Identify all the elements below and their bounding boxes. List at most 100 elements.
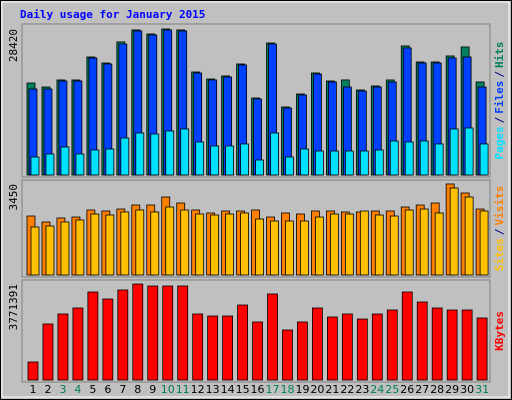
x-tick-label: 2 <box>44 383 51 396</box>
x-tick-label: 4 <box>74 383 81 396</box>
x-tick-label: 7 <box>119 383 126 396</box>
x-tick-label: 19 <box>295 383 309 396</box>
chart-title: Daily usage for January 2015 <box>20 8 205 21</box>
x-tick-label: 11 <box>176 383 190 396</box>
legend-entry: Pages <box>493 126 506 159</box>
bar <box>297 321 308 381</box>
bar <box>177 285 189 381</box>
x-tick-label: 6 <box>104 383 111 396</box>
legend-entry: Hits <box>493 42 506 69</box>
x-tick-label: 13 <box>206 383 220 396</box>
bar <box>341 313 353 381</box>
bar <box>192 313 204 381</box>
bar <box>45 153 55 176</box>
bar <box>389 215 399 276</box>
x-tick-label: 8 <box>134 383 141 396</box>
x-tick-label: 21 <box>325 383 339 396</box>
bar <box>75 153 85 176</box>
bar <box>87 291 99 381</box>
bar <box>30 226 40 276</box>
x-tick-label: 27 <box>415 383 429 396</box>
bar <box>135 209 145 276</box>
x-tick-label: 18 <box>280 383 294 396</box>
bar <box>102 298 114 381</box>
bar <box>270 132 279 176</box>
bar <box>45 225 55 276</box>
bar <box>312 307 323 381</box>
bar <box>479 210 489 276</box>
bar <box>225 145 235 176</box>
bar <box>180 209 190 276</box>
x-tick-label: 12 <box>191 383 205 396</box>
x-tick-label: 16 <box>251 383 265 396</box>
bar <box>401 291 413 381</box>
bar <box>207 315 219 381</box>
legend: Sites / Visits <box>493 186 506 272</box>
bar <box>30 156 40 176</box>
bar <box>416 301 428 381</box>
legend-separator: / <box>493 71 506 78</box>
bar <box>60 146 70 176</box>
x-tick-label: 23 <box>355 383 369 396</box>
bar <box>464 127 474 176</box>
x-tick-label: 1 <box>30 383 37 396</box>
bar <box>282 329 293 381</box>
bar <box>72 307 84 381</box>
bar <box>252 321 263 381</box>
bar <box>90 149 100 176</box>
bar <box>162 285 174 381</box>
bar <box>180 128 190 176</box>
bar <box>449 128 459 176</box>
bar <box>240 212 249 276</box>
bar <box>329 213 339 276</box>
bar <box>461 309 473 381</box>
bar <box>374 214 384 276</box>
x-tick-label: 22 <box>340 383 354 396</box>
bar <box>150 211 160 276</box>
bar <box>120 211 130 276</box>
bar <box>255 218 264 276</box>
x-tick-label: 20 <box>310 383 324 396</box>
bar <box>285 156 294 176</box>
legend-entry: KBytes <box>493 311 506 351</box>
x-tick-label: 17 <box>266 383 280 396</box>
x-tick-label: 31 <box>475 383 489 396</box>
x-tick-label: 25 <box>385 383 399 396</box>
bar <box>240 143 249 176</box>
x-tick-label: 30 <box>460 383 474 396</box>
bar <box>255 159 264 176</box>
bar <box>464 196 474 276</box>
bar <box>132 283 144 381</box>
bar <box>329 150 339 176</box>
x-tick-label: 5 <box>89 383 96 396</box>
bar <box>300 220 309 276</box>
bar <box>371 313 383 381</box>
x-tick-label: 29 <box>445 383 459 396</box>
bar <box>326 316 338 381</box>
bar <box>431 307 443 381</box>
legend-entry: Sites <box>493 238 506 271</box>
bar <box>57 313 69 381</box>
x-tick-label: 3 <box>59 383 66 396</box>
x-tick-label: 26 <box>400 383 414 396</box>
bar <box>374 149 384 176</box>
bar <box>90 213 100 276</box>
bar <box>60 221 70 276</box>
bar <box>42 323 54 381</box>
bar <box>356 318 368 381</box>
bar <box>210 145 220 176</box>
y-tick-label: 3450 <box>7 184 20 211</box>
bar <box>27 361 39 381</box>
x-tick-label: 28 <box>430 383 444 396</box>
bar <box>359 210 369 276</box>
bar <box>150 133 160 176</box>
legend-separator: / <box>493 228 506 235</box>
bar <box>300 148 309 176</box>
bar <box>105 214 115 276</box>
bar <box>404 141 414 176</box>
bar <box>404 209 414 276</box>
bar <box>195 141 205 176</box>
bar <box>419 208 429 276</box>
